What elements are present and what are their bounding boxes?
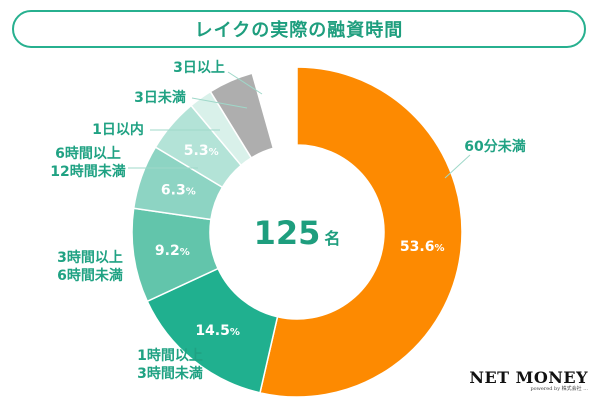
center-total: 125 名 — [254, 214, 341, 252]
slice-value-4: 5.3 — [184, 143, 209, 159]
slice-value-unit-1: % — [230, 327, 240, 338]
slice-value-label-4: 5.3% — [184, 143, 219, 159]
slices-group — [131, 66, 463, 398]
category-label-6-line-0: 3日以上 — [173, 60, 225, 76]
slice-value-unit-2: % — [180, 247, 190, 258]
slice-value-1: 14.5 — [195, 323, 230, 339]
category-label-3: 6時間以上 12時間未満 — [50, 145, 125, 180]
center-total-value: 125 — [254, 214, 321, 252]
slice-value-2: 9.2 — [155, 243, 180, 259]
slice-value-unit-3: % — [186, 187, 196, 198]
leader-line-6 — [227, 71, 263, 95]
category-labels-group: 60分未満 1時間以上 3時間未満 3時間以上 6時間未満 6時間以上 12時間未満 1日以内… — [50, 60, 525, 382]
chart-title: レイクの実際の融資時間 — [194, 20, 404, 41]
slice-value-label-0: 53.6% — [400, 239, 445, 255]
slice-value-label-3: 6.3% — [161, 183, 196, 199]
category-label-4: 1日以内 — [92, 121, 144, 138]
chart-title-box: レイクの実際の融資時間 — [12, 10, 586, 48]
slice-value-0: 53.6 — [400, 239, 435, 255]
slice-value-unit-0: % — [434, 243, 444, 254]
slice-value-label-1: 14.5% — [195, 323, 240, 339]
slice-value-label-2: 9.2% — [155, 243, 190, 259]
category-label-4-line-0: 1日以内 — [92, 121, 144, 138]
category-label-1: 1時間以上 3時間未満 — [137, 347, 203, 382]
category-label-1-line-0: 1時間以上 — [137, 347, 203, 364]
percent-labels-group: 53.6%14.5%9.2%6.3%5.3% — [155, 143, 445, 339]
category-label-6: 3日以上 — [173, 60, 225, 76]
category-label-3-line-0: 6時間以上 — [55, 145, 121, 162]
leader-line-5 — [191, 97, 248, 109]
brand-subtitle: powered by 株式会社 ... — [530, 386, 588, 392]
category-label-2: 3時間以上 6時間未満 — [57, 249, 123, 284]
brand-name: NET MONEY — [469, 368, 588, 387]
leader-line-0 — [444, 154, 471, 179]
category-label-2-line-0: 3時間以上 — [57, 249, 123, 266]
center-total-unit: 名 — [324, 229, 340, 248]
category-label-3-line-1: 12時間未満 — [50, 163, 125, 180]
category-label-1-line-1: 3時間未満 — [137, 365, 203, 382]
donut-hole — [210, 145, 384, 319]
category-label-2-line-1: 6時間未満 — [57, 267, 123, 284]
category-label-0: 60分未満 — [464, 138, 525, 155]
category-label-5: 3日未満 — [134, 89, 186, 106]
slice-value-3: 6.3 — [161, 183, 186, 199]
category-label-0-line-0: 60分未満 — [464, 138, 525, 155]
brand-logo: NET MONEY powered by 株式会社 ... — [469, 368, 588, 393]
category-label-5-line-0: 3日未満 — [134, 89, 186, 106]
leader-lines-group — [128, 71, 471, 179]
slice-value-unit-4: % — [209, 147, 219, 158]
